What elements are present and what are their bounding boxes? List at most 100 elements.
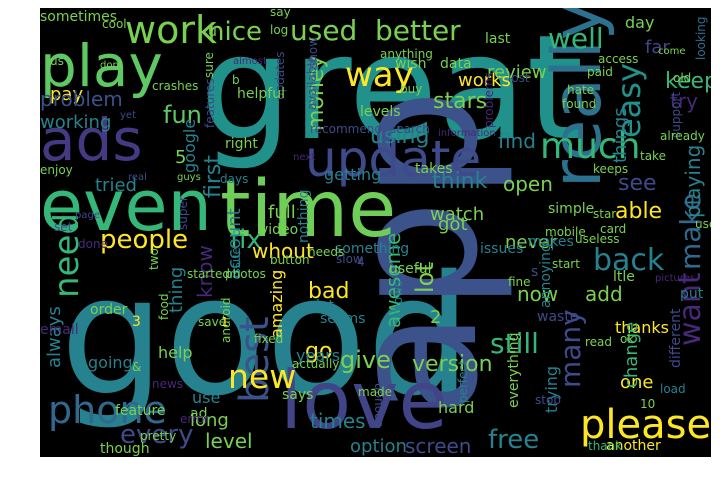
word-two-128: two <box>147 248 161 270</box>
word-search-151: search <box>390 122 430 136</box>
word-made-120: made <box>358 385 392 399</box>
word-want-19: want <box>673 272 708 346</box>
word-day-43: day <box>625 13 654 32</box>
word-hate-156: hate <box>567 83 594 97</box>
word-news-130: news <box>152 377 183 391</box>
word-stars-40: stars <box>433 89 487 114</box>
word-user-137: user <box>695 217 711 231</box>
word-b-197: b <box>232 73 240 87</box>
word-always-78: always <box>44 306 65 368</box>
word-bad-60: bad <box>308 279 349 304</box>
word-pay-37: pay <box>50 84 83 105</box>
word-pretty-97: pretty <box>140 429 176 443</box>
word-give-35: give <box>340 346 391 374</box>
word-let-86: let <box>316 298 335 314</box>
word-free-33: free <box>488 425 539 455</box>
word-nothing-100: nothing <box>296 190 312 243</box>
word-lot-58: lot <box>411 262 439 293</box>
word-card-111: card <box>600 222 626 236</box>
word-playing-52: playing <box>681 145 705 218</box>
word-though-98: though <box>100 441 150 457</box>
word-great-0: great <box>200 8 583 173</box>
word-updates-180: updates <box>273 51 287 100</box>
word-trying-92: trying <box>542 366 561 413</box>
word-whout-82: whout <box>252 239 314 263</box>
word-available-188: available <box>305 56 319 110</box>
word-useless-135: useless <box>575 232 619 246</box>
word-page-171: page <box>75 210 100 221</box>
word-every-30: every <box>120 420 193 450</box>
word-see-54: see <box>618 171 657 196</box>
word-far-44: far <box>645 37 670 58</box>
word-next-183: next <box>293 152 315 163</box>
word-even-5: even <box>40 165 212 247</box>
word-update-8: update <box>305 130 481 188</box>
word-crashes-166: crashes <box>152 79 198 93</box>
word-better-22: better <box>375 14 461 47</box>
word-paid-154: paid <box>587 65 613 79</box>
word-using-32: using <box>370 124 429 149</box>
word-2-193: 2 <box>430 307 441 328</box>
word-dont-165: dont <box>100 60 123 71</box>
word-error-131: error <box>180 412 209 426</box>
word-set-172: set <box>54 220 73 234</box>
word-1-195: 1 <box>221 315 229 329</box>
word-time-4: time <box>220 165 396 255</box>
word-watch-79: watch <box>430 204 484 225</box>
word-review-42: review <box>487 62 547 83</box>
word-now-66: now <box>517 282 558 306</box>
word-access-153: access <box>598 52 638 66</box>
word-thank-96: thank <box>588 439 622 453</box>
word-looking-47: looking <box>694 16 708 60</box>
word-right-103: right <box>225 136 258 152</box>
word-u-196: u <box>208 24 217 40</box>
word-ad-75: ad <box>190 406 207 422</box>
word-way-15: way <box>345 55 414 95</box>
word-good-1: good <box>60 240 471 432</box>
word-fixed-123: fixed <box>254 332 283 346</box>
word-order-124: order <box>90 302 128 318</box>
word-best-13: best <box>232 316 278 403</box>
word-still-29: still <box>490 327 539 360</box>
word-already-161: already <box>660 129 705 143</box>
word-enough-119: enough <box>371 383 385 428</box>
word-real-168: real <box>128 172 147 183</box>
word-say-176: say <box>270 8 291 19</box>
word-makes-108: makes <box>528 234 574 250</box>
word-app-2: app <box>314 89 517 418</box>
word-fun-28: fun <box>163 101 202 129</box>
word-annoying-114: annoying <box>538 243 554 308</box>
word-button-186: button <box>270 253 310 267</box>
word-go-36: go <box>305 339 332 364</box>
word-save-127: save <box>198 315 226 329</box>
word-feature-99: feature <box>115 403 166 419</box>
word-log-175: log <box>270 23 288 37</box>
word-useful-107: useful <box>389 261 431 277</box>
word-enjoy-169: enjoy <box>40 163 73 177</box>
word-level-72: level <box>205 429 253 453</box>
word-nice-24: nice <box>208 17 262 47</box>
word-thing-63: thing <box>166 267 187 313</box>
word-levels-149: levels <box>360 104 401 120</box>
word-thanks-88: thanks <box>615 318 669 337</box>
word-anything-147: anything <box>380 47 433 61</box>
word-much-14: much <box>540 126 641 167</box>
word-guys-170: guys <box>177 172 201 183</box>
word-problem-38: problem <box>40 87 123 111</box>
word-awesome-59: awesome <box>381 233 405 328</box>
word-never-80: never <box>505 232 557 253</box>
word-people-27: people <box>100 225 188 255</box>
word-seems-87: seems <box>320 311 365 327</box>
word-issues-132: issues <box>480 241 523 257</box>
word-sometimes-163: sometimes <box>40 9 117 25</box>
word-fix-31: fix <box>230 225 262 255</box>
word-buy-148: buy <box>400 82 422 96</box>
word-wish-145: wish <box>395 56 427 72</box>
word-actually-122: actually <box>292 357 339 371</box>
word-come-159: come <box>658 46 686 57</box>
word-video-83: video <box>260 222 298 238</box>
word-show-177: show <box>306 37 320 68</box>
word-says-121: says <box>282 387 313 403</box>
word-read-142: read <box>585 335 612 349</box>
